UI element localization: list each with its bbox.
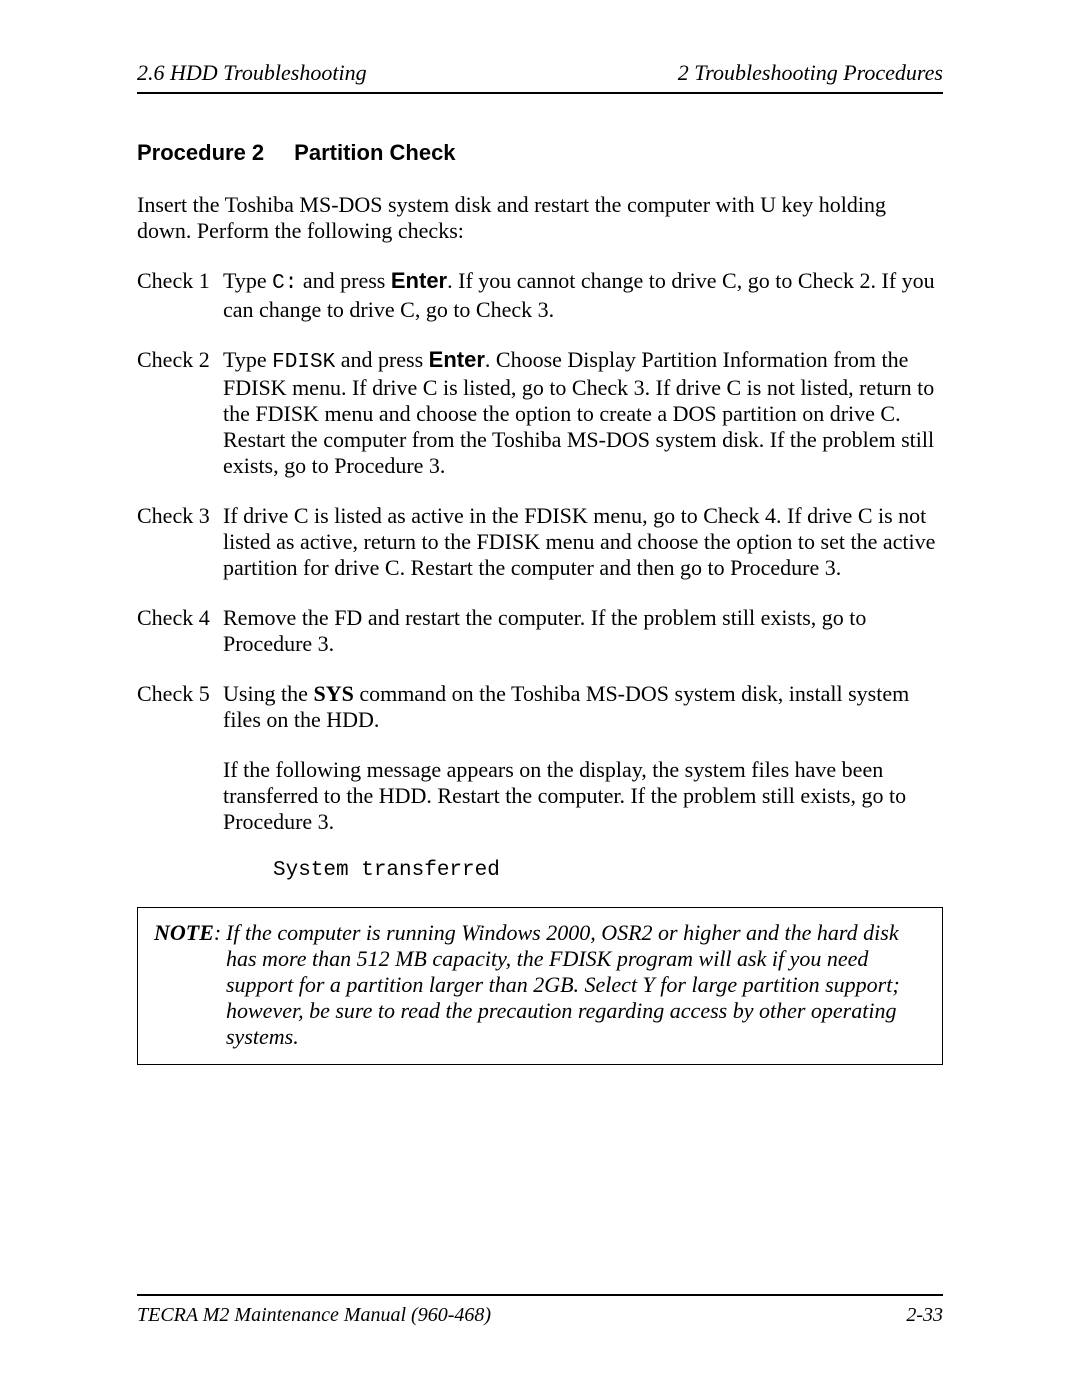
check-body: Type C: and press Enter. If you cannot c…	[223, 268, 943, 323]
procedure-heading: Procedure 2 Partition Check	[137, 140, 943, 166]
procedure-title: Partition Check	[294, 140, 455, 165]
text: Type	[223, 347, 272, 372]
page-header: 2.6 HDD Troubleshooting 2 Troubleshootin…	[137, 60, 943, 94]
code-text: FDISK	[272, 351, 335, 374]
intro-paragraph: Insert the Toshiba MS-DOS system disk an…	[137, 192, 943, 244]
check-body: If drive C is listed as active in the FD…	[223, 503, 943, 581]
header-right: 2 Troubleshooting Procedures	[678, 60, 943, 86]
header-left: 2.6 HDD Troubleshooting	[137, 60, 367, 86]
check-label: Check 2	[137, 347, 223, 480]
check-body: Type FDISK and press Enter. Choose Displ…	[223, 347, 943, 480]
code-text: C:	[272, 272, 297, 295]
check-2: Check 2 Type FDISK and press Enter. Choo…	[137, 347, 943, 480]
check-body: Using the SYS command on the Toshiba MS-…	[223, 681, 943, 884]
check-3: Check 3 If drive C is listed as active i…	[137, 503, 943, 581]
text: and press	[297, 268, 390, 293]
note-text: If the computer is running Windows 2000,…	[226, 920, 926, 1050]
page: 2.6 HDD Troubleshooting 2 Troubleshootin…	[0, 0, 1080, 1397]
system-message: System transferred	[273, 859, 943, 884]
footer-left: TECRA M2 Maintenance Manual (960-468)	[137, 1304, 491, 1327]
note-sep: :	[214, 920, 221, 945]
check-body: Remove the FD and restart the computer. …	[223, 605, 943, 657]
page-content: Procedure 2 Partition Check Insert the To…	[137, 140, 943, 1065]
check-label: Check 3	[137, 503, 223, 581]
text: Type	[223, 268, 272, 293]
check-label: Check 4	[137, 605, 223, 657]
check-5: Check 5 Using the SYS command on the Tos…	[137, 681, 943, 884]
text: If the following message appears on the …	[223, 757, 943, 835]
check-label: Check 5	[137, 681, 223, 884]
check-4: Check 4 Remove the FD and restart the co…	[137, 605, 943, 657]
procedure-number: Procedure 2	[137, 140, 264, 165]
enter-key: Enter	[391, 268, 447, 293]
text: Using the	[223, 681, 313, 706]
text: and press	[335, 347, 428, 372]
note-box: NOTE: If the computer is running Windows…	[137, 907, 943, 1065]
footer-right: 2-33	[906, 1304, 943, 1327]
note-label: NOTE	[154, 920, 214, 945]
enter-key: Enter	[429, 347, 485, 372]
sys-command: SYS	[313, 681, 353, 706]
check-label: Check 1	[137, 268, 223, 323]
check-1: Check 1 Type C: and press Enter. If you …	[137, 268, 943, 323]
page-footer: TECRA M2 Maintenance Manual (960-468) 2-…	[137, 1294, 943, 1327]
